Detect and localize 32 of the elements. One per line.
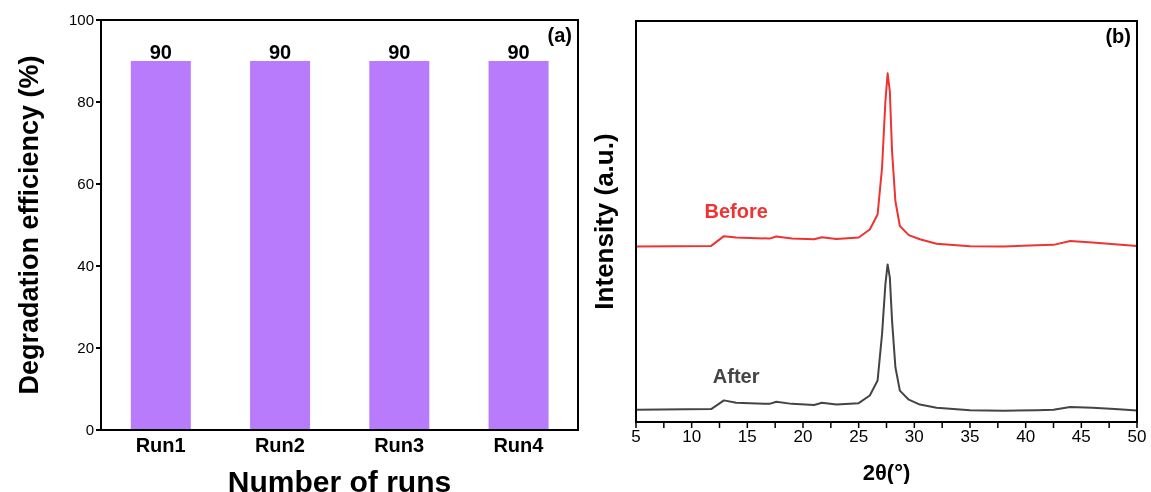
y-tick-label: 0 [85,421,94,439]
x-tick-label: 50 [1127,427,1147,447]
x-tick-label: 40 [1016,427,1036,447]
x-tick-label: 5 [631,427,641,447]
x-tick-label: Run4 [493,434,545,457]
x-tick-label: Run1 [135,434,186,457]
y-axis-title: Intensity (a.u.) [589,133,620,310]
x-tick-label: Run2 [254,434,305,457]
data-label: 90 [507,41,530,63]
x-tick-label: 35 [960,427,980,447]
x-tick-label: 45 [1071,427,1091,447]
y-tick-label: 20 [77,339,94,357]
x-tick-label: Run3 [374,434,425,457]
text: (b) [1105,25,1131,48]
x-tick-label: 10 [682,427,702,447]
x-tick-label: 15 [737,427,757,447]
y-tick-label: 100 [68,11,94,29]
data-label: 90 [268,41,292,63]
series-label: Before [704,199,768,222]
y-tick-label: 60 [77,175,94,193]
y-tick-label: 80 [77,93,94,111]
x-tick-label: 30 [904,427,924,447]
x-tick-label: 20 [793,427,813,447]
data-label: 90 [388,41,411,63]
data-label: 90 [149,41,172,63]
annotation: (a) [547,24,572,47]
x-tick-label: 25 [849,427,869,447]
series-label: After [712,364,760,387]
x-axis-title: Number of runs [227,465,452,492]
y-axis-title: Degradation efficiency (%) [13,55,44,395]
y-tick-label: 40 [77,257,94,275]
x-axis-title: 2θ(°) [862,460,911,485]
